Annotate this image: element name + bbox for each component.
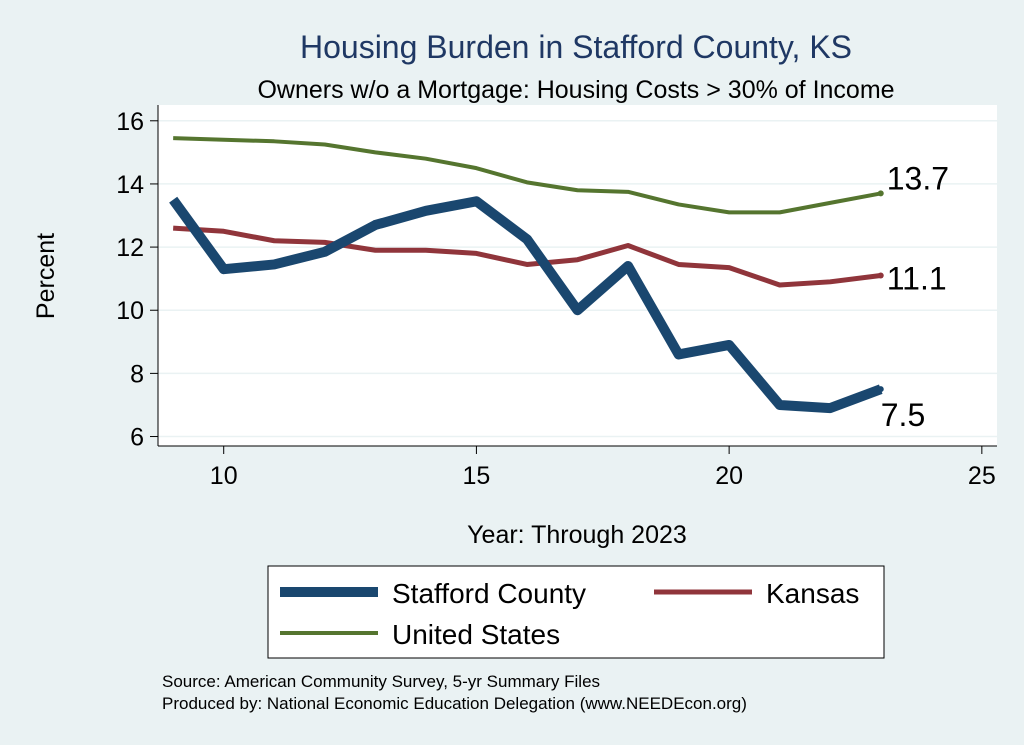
y-axis-title: Percent — [32, 233, 60, 319]
legend-label-kansas: Kansas — [766, 578, 859, 609]
series-end-point — [877, 272, 884, 279]
legend: Stafford County Kansas United States — [280, 578, 859, 650]
x-tick-label: 10 — [210, 462, 238, 490]
end-label-united-states: 13.7 — [887, 160, 949, 196]
series-line-kansas — [173, 225, 882, 288]
x-tick-label: 20 — [715, 462, 743, 490]
y-tick-label: 10 — [116, 297, 144, 325]
x-tick-label: 25 — [968, 462, 996, 490]
chart-subtitle: Owners w/o a Mortgage: Housing Costs > 3… — [257, 76, 894, 104]
x-tick-label: 15 — [463, 462, 491, 490]
y-tick-label: 14 — [116, 171, 144, 199]
source-line-1: Source: American Community Survey, 5-yr … — [162, 672, 600, 691]
legend-box — [267, 565, 885, 659]
series-end-point — [877, 190, 884, 197]
end-label-stafford-county: 7.5 — [881, 397, 925, 433]
legend-label-stafford-county: Stafford County — [392, 578, 586, 609]
y-tick-label: 12 — [116, 234, 144, 262]
chart-title: Housing Burden in Stafford County, KS — [300, 29, 852, 65]
axis-ticks: 6 8 10 12 14 16 10 15 20 25 — [116, 108, 996, 490]
y-tick-label: 16 — [116, 108, 144, 136]
end-labels: 7.5 11.1 13.7 — [881, 160, 949, 433]
series-line-united-states — [173, 136, 882, 215]
plot-area — [158, 105, 997, 446]
series-end-point — [877, 386, 884, 393]
legend-label-united-states: United States — [392, 619, 560, 650]
end-label-kansas: 11.1 — [887, 261, 947, 297]
series-layer — [169, 136, 884, 414]
x-axis-title: Year: Through 2023 — [467, 521, 687, 549]
series-line-stafford-county — [169, 196, 883, 414]
y-tick-label: 6 — [130, 424, 144, 452]
source-line-2: Produced by: National Economic Education… — [162, 694, 747, 713]
y-tick-label: 8 — [130, 360, 144, 388]
